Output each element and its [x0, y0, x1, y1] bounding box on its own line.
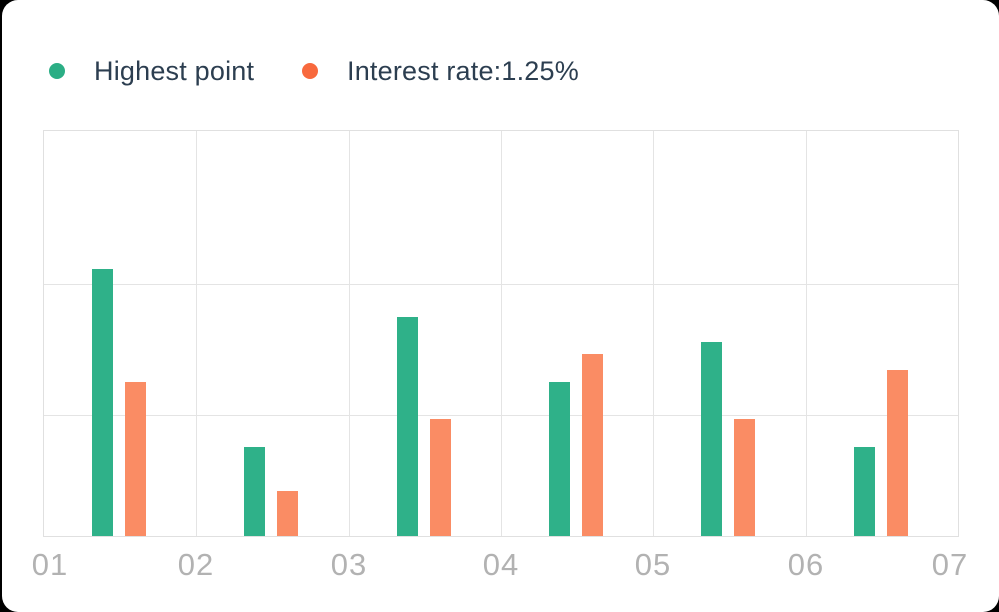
bar-highest-point-03: [396, 317, 418, 536]
bar-highest-point-02: [244, 447, 266, 536]
gridline-horizontal: [44, 283, 958, 285]
bar-highest-point-06: [853, 447, 875, 536]
x-tick-label-06: 06: [787, 547, 825, 582]
legend-dot-icon: [49, 63, 65, 79]
legend-label: Interest rate:1.25%: [347, 55, 579, 86]
bar-highest-point-01: [92, 269, 113, 536]
gridline-vertical: [653, 131, 654, 536]
bar-highest-point-05: [701, 342, 723, 536]
bar-highest-point-04: [549, 382, 570, 536]
gridline-vertical: [806, 131, 807, 536]
bar-interest-rate-1-25-01: [125, 382, 146, 536]
x-tick-label-04: 04: [482, 547, 520, 582]
legend-label: Highest point: [94, 55, 255, 86]
x-axis: 01 02 03 04 05 06 07: [32, 546, 967, 584]
bar-interest-rate-1-25-06: [886, 370, 908, 536]
gridline-horizontal: [44, 414, 958, 416]
bar-interest-rate-1-25-03: [429, 419, 451, 536]
gridline-vertical: [196, 131, 197, 536]
legend-item-highest-point[interactable]: Highest point: [49, 54, 254, 88]
legend-dot-icon: [302, 63, 318, 79]
x-tick-label-03: 03: [330, 547, 368, 582]
gridline-vertical: [349, 131, 350, 536]
x-tick-label-05: 05: [634, 547, 672, 582]
bar-interest-rate-1-25-05: [734, 419, 756, 536]
gridline-vertical: [501, 131, 502, 536]
x-tick-label-02: 02: [177, 547, 215, 582]
x-tick-label-01: 01: [31, 547, 69, 582]
bar-interest-rate-1-25-04: [582, 354, 603, 536]
plot-area: [43, 130, 959, 537]
legend-item-interest-rate[interactable]: Interest rate:1.25%: [302, 54, 579, 88]
x-tick-label-07: 07: [931, 547, 969, 582]
bar-interest-rate-1-25-02: [277, 491, 299, 536]
